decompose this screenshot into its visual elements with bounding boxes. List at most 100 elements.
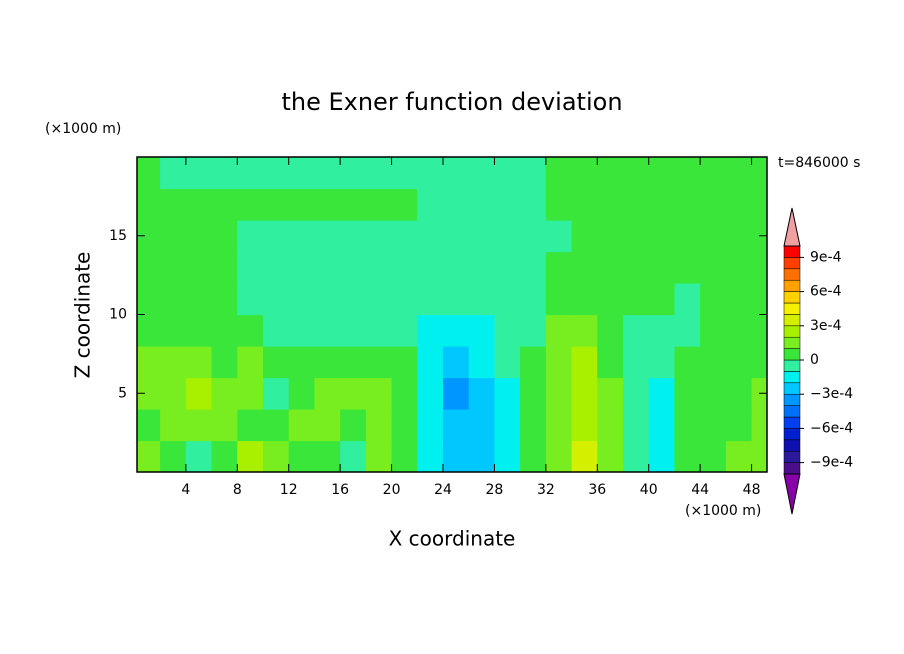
contour-cell [417, 188, 444, 221]
contour-cell [468, 220, 496, 253]
colorbar-box [783, 371, 801, 384]
x-tick-label: 32 [537, 482, 555, 498]
contour-cell [417, 251, 444, 284]
contour-cell [623, 346, 650, 379]
colorbar-extend-lower [783, 473, 801, 515]
contour-cell [443, 346, 470, 379]
colorbar-extend-upper [783, 207, 801, 247]
contour-cell [314, 157, 341, 190]
contour-cell [545, 377, 573, 410]
contour-cell [700, 440, 727, 472]
contour-cell [391, 409, 418, 442]
contour-cell [520, 251, 547, 284]
contour-cell [211, 157, 238, 190]
contour-field [137, 157, 767, 472]
contour-cell [443, 314, 470, 347]
contour-cell [648, 346, 676, 379]
contour-cell [314, 251, 341, 284]
colorbar-box [783, 462, 801, 475]
colorbar-box [783, 405, 801, 418]
contour-cell [545, 440, 573, 472]
y-tick-label: 15 [109, 228, 127, 244]
x-tick-label: 16 [331, 482, 349, 498]
contour-cell [391, 346, 418, 379]
contour-cell [211, 440, 238, 472]
colorbar-box [783, 279, 801, 292]
contour-cell [494, 283, 521, 316]
contour-cell [700, 314, 727, 347]
contour-cell [494, 314, 521, 347]
contour-cell [340, 157, 367, 190]
contour-cell [494, 220, 521, 253]
x-unit: (×1000 m) [685, 503, 761, 519]
contour-cell [545, 283, 573, 316]
contour-cell [340, 377, 367, 410]
contour-cell [725, 440, 753, 472]
contour-cell [340, 251, 367, 284]
contour-cell [237, 346, 264, 379]
x-tick-label: 24 [434, 482, 452, 498]
contour-cell [571, 346, 598, 379]
x-tick-label: 28 [486, 482, 504, 498]
contour-cell [674, 283, 701, 316]
contour-cell [597, 188, 624, 221]
contour-cell [597, 220, 624, 253]
contour-cell [365, 409, 393, 442]
contour-cell [340, 283, 367, 316]
contour-cell [211, 188, 238, 221]
contour-cell [571, 409, 598, 442]
contour-cell [263, 440, 290, 472]
contour-cell [597, 157, 624, 190]
contour-cell [185, 188, 213, 221]
contour-cell [623, 283, 650, 316]
contour-cell [623, 314, 650, 347]
contour-cell [674, 314, 701, 347]
contour-cell [700, 377, 727, 410]
contour-cell [263, 188, 290, 221]
contour-cell [674, 188, 701, 221]
contour-cell [137, 314, 161, 347]
contour-cell [211, 314, 238, 347]
contour-cell [185, 377, 213, 410]
colorbar-tick-label: −6e-4 [810, 420, 853, 436]
contour-cell [700, 220, 727, 253]
contour-cell [468, 251, 496, 284]
contour-cell [468, 188, 496, 221]
contour-cell [700, 283, 727, 316]
contour-cell [545, 314, 573, 347]
contour-cell [443, 157, 470, 190]
contour-cell [237, 188, 264, 221]
contour-cell [211, 409, 238, 442]
contour-cell [494, 251, 521, 284]
contour-cell [211, 346, 238, 379]
contour-cell [494, 346, 521, 379]
x-tick-label: 36 [588, 482, 606, 498]
contour-cell [751, 188, 767, 221]
contour-cell [263, 346, 290, 379]
contour-cell [391, 377, 418, 410]
contour-cell [571, 314, 598, 347]
contour-cell [597, 283, 624, 316]
contour-cell [391, 440, 418, 472]
contour-cell [417, 346, 444, 379]
contour-cell [417, 409, 444, 442]
contour-cell [340, 314, 367, 347]
contour-cell [288, 251, 316, 284]
colorbar-tick-label: −3e-4 [810, 386, 853, 402]
colorbar-box [783, 314, 801, 327]
contour-cell [263, 377, 290, 410]
contour-cell [751, 251, 767, 284]
contour-cell [468, 377, 496, 410]
colorbar-box [783, 257, 801, 270]
contour-cell [211, 251, 238, 284]
colorbar-box [783, 302, 801, 315]
contour-cell [314, 220, 341, 253]
colorbar-tick-label: 9e-4 [810, 249, 842, 265]
contour-cell [288, 314, 316, 347]
contour-cell [137, 220, 161, 253]
contour-cell [237, 157, 264, 190]
contour-cell [391, 251, 418, 284]
contour-cell [571, 377, 598, 410]
contour-cell [725, 377, 753, 410]
contour-cell [340, 440, 367, 472]
